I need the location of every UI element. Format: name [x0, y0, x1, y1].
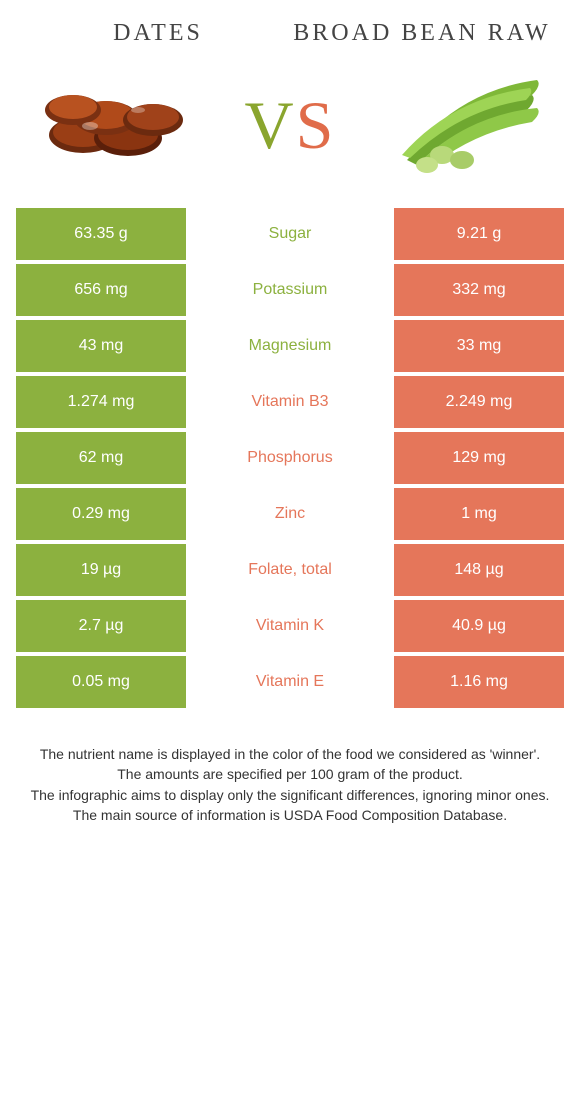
left-value-cell: 43 mg	[16, 320, 186, 372]
table-row: 19 µgFolate, total148 µg	[16, 544, 564, 596]
nutrient-label: Folate, total	[186, 544, 394, 596]
nutrient-label: Vitamin K	[186, 600, 394, 652]
nutrient-label: Sugar	[186, 208, 394, 260]
right-value-cell: 148 µg	[394, 544, 564, 596]
left-value-cell: 62 mg	[16, 432, 186, 484]
left-food-title: Dates	[26, 18, 290, 48]
header: Dates Broad bean raw	[16, 18, 564, 48]
footer-line: The amounts are specified per 100 gram o…	[24, 764, 556, 784]
right-value-cell: 9.21 g	[394, 208, 564, 260]
table-row: 62 mgPhosphorus129 mg	[16, 432, 564, 484]
left-value-cell: 656 mg	[16, 264, 186, 316]
right-value-cell: 1.16 mg	[394, 656, 564, 708]
left-value-cell: 1.274 mg	[16, 376, 186, 428]
comparison-table: 63.35 gSugar9.21 g656 mgPotassium332 mg4…	[16, 208, 564, 708]
nutrient-label: Zinc	[186, 488, 394, 540]
right-value-cell: 2.249 mg	[394, 376, 564, 428]
vs-v: V	[245, 87, 296, 163]
left-value-cell: 19 µg	[16, 544, 186, 596]
left-value-cell: 0.05 mg	[16, 656, 186, 708]
dates-image	[28, 60, 198, 190]
table-row: 0.29 mgZinc1 mg	[16, 488, 564, 540]
table-row: 63.35 gSugar9.21 g	[16, 208, 564, 260]
right-value-cell: 40.9 µg	[394, 600, 564, 652]
table-row: 43 mgMagnesium33 mg	[16, 320, 564, 372]
nutrient-label: Potassium	[186, 264, 394, 316]
footer-notes: The nutrient name is displayed in the co…	[16, 744, 564, 825]
nutrient-label: Vitamin B3	[186, 376, 394, 428]
right-value-cell: 129 mg	[394, 432, 564, 484]
right-value-cell: 1 mg	[394, 488, 564, 540]
left-value-cell: 2.7 µg	[16, 600, 186, 652]
table-row: 2.7 µgVitamin K40.9 µg	[16, 600, 564, 652]
right-food-title: Broad bean raw	[290, 18, 554, 48]
table-row: 1.274 mgVitamin B32.249 mg	[16, 376, 564, 428]
images-row: VS	[16, 60, 564, 208]
nutrient-label: Magnesium	[186, 320, 394, 372]
left-value-cell: 0.29 mg	[16, 488, 186, 540]
footer-line: The nutrient name is displayed in the co…	[24, 744, 556, 764]
footer-line: The infographic aims to display only the…	[24, 785, 556, 805]
vs-s: S	[296, 87, 336, 163]
nutrient-label: Phosphorus	[186, 432, 394, 484]
nutrient-label: Vitamin E	[186, 656, 394, 708]
right-value-cell: 332 mg	[394, 264, 564, 316]
table-row: 0.05 mgVitamin E1.16 mg	[16, 656, 564, 708]
left-value-cell: 63.35 g	[16, 208, 186, 260]
right-value-cell: 33 mg	[394, 320, 564, 372]
beans-image	[382, 60, 552, 190]
vs-label: VS	[245, 86, 336, 165]
table-row: 656 mgPotassium332 mg	[16, 264, 564, 316]
footer-line: The main source of information is USDA F…	[24, 805, 556, 825]
